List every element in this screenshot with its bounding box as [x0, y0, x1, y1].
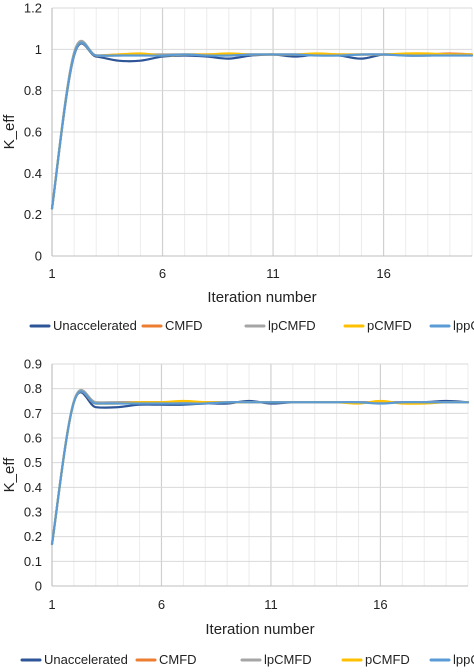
y-tick-label: 1	[35, 42, 42, 57]
gridlines	[51, 7, 473, 257]
legend-label: lppCMFD	[453, 318, 474, 333]
legend-label: lpCMFD	[268, 318, 316, 333]
x-tick-label: 6	[159, 266, 166, 281]
y-tick-label: 0.3	[24, 505, 42, 520]
y-tick-label: 0.4	[24, 166, 42, 181]
y-tick-label: 0.2	[24, 207, 42, 222]
y-tick-label: 0.8	[24, 83, 42, 98]
y-tick-label: 0.9	[24, 357, 42, 372]
series-line-pcmfd	[50, 390, 470, 546]
y-tick-label: 0.6	[24, 431, 42, 446]
y-tick-label: 0	[35, 249, 42, 264]
series-line-unaccelerated	[50, 42, 474, 210]
series-line-pcmfd	[50, 41, 474, 210]
x-tick-label: 11	[264, 597, 278, 612]
y-tick-label: 1.2	[24, 1, 42, 16]
series-line-lppcmfd	[50, 390, 470, 546]
series-line-unaccelerated	[50, 391, 470, 546]
y-tick-label: 0.1	[24, 554, 42, 569]
legend-label: pCMFD	[367, 318, 412, 333]
y-axis-title: K_eff	[1, 114, 18, 150]
legend-label: lppCMFD	[453, 652, 474, 667]
legend-label: pCMFD	[365, 652, 410, 667]
series-line-lppcmfd	[50, 41, 474, 210]
series-line-cmfd	[50, 40, 474, 210]
series-line-lpcmfd	[50, 39, 474, 210]
x-tick-label: 11	[266, 266, 280, 281]
y-tick-label: 0.8	[24, 381, 42, 396]
x-axis-title: Iteration number	[207, 289, 316, 306]
x-tick-label: 16	[376, 266, 390, 281]
y-tick-label: 0	[35, 579, 42, 594]
gridlines	[51, 363, 469, 587]
y-tick-label: 0.2	[24, 529, 42, 544]
y-tick-label: 0.6	[24, 125, 42, 140]
legend-label: Unaccelerated	[53, 318, 137, 333]
x-tick-label: 1	[48, 597, 55, 612]
chart-bottom: 00.10.20.30.40.50.60.70.80.91 6 11 16Iterat…	[1, 357, 474, 668]
x-tick-label: 16	[373, 597, 387, 612]
y-tick-label: 0.5	[24, 455, 42, 470]
legend-label: CMFD	[165, 318, 203, 333]
series-line-cmfd	[50, 390, 470, 546]
legend-label: lpCMFD	[264, 652, 312, 667]
y-tick-label: 0.4	[24, 480, 42, 495]
x-axis-title: Iteration number	[205, 621, 314, 638]
x-tick-label: 1	[48, 266, 55, 281]
y-axis-title: K_eff	[1, 457, 18, 493]
y-tick-label: 0.7	[24, 406, 42, 421]
x-tick-label: 6	[158, 597, 165, 612]
legend-label: Unaccelerated	[44, 652, 128, 667]
legend-label: CMFD	[159, 652, 197, 667]
